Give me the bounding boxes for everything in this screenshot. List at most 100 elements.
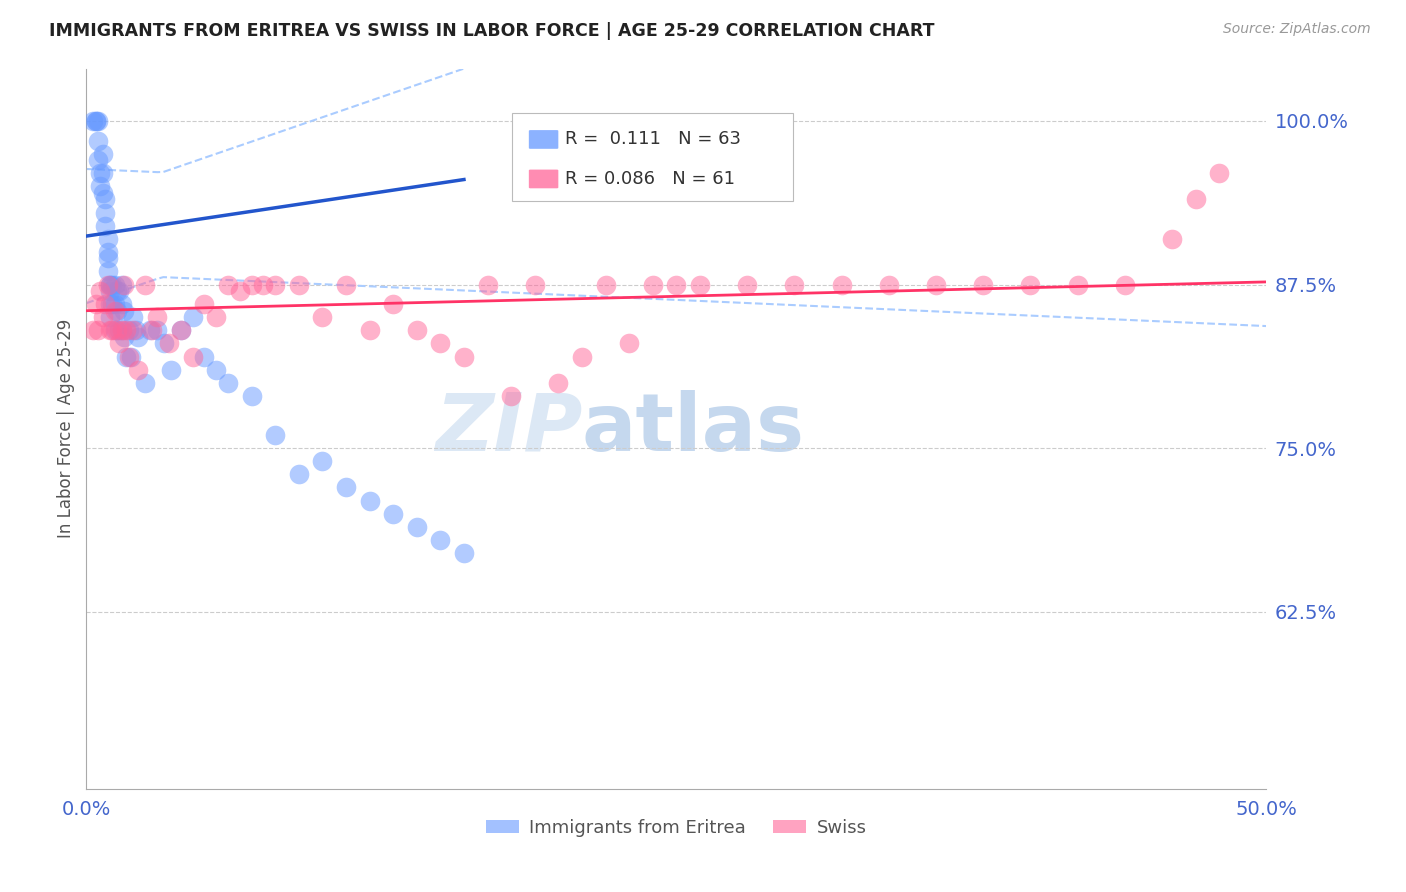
Point	[98, 284, 121, 298]
Point	[240, 389, 263, 403]
Point	[104, 277, 127, 292]
Point	[134, 277, 156, 292]
Point	[1161, 232, 1184, 246]
Point	[111, 323, 134, 337]
Point	[101, 323, 124, 337]
Point	[91, 166, 114, 180]
Point	[311, 454, 333, 468]
Point	[228, 284, 250, 298]
Y-axis label: In Labor Force | Age 25-29: In Labor Force | Age 25-29	[58, 319, 75, 538]
Point	[193, 297, 215, 311]
Point	[405, 323, 427, 337]
Point	[877, 277, 900, 292]
Point	[98, 323, 121, 337]
Point	[98, 297, 121, 311]
Point	[382, 507, 405, 521]
Point	[925, 277, 948, 292]
Point	[111, 277, 134, 292]
Point	[477, 277, 499, 292]
Point	[831, 277, 853, 292]
Point	[105, 303, 128, 318]
Point	[94, 297, 117, 311]
Point	[115, 323, 138, 337]
Point	[205, 362, 228, 376]
Text: Source: ZipAtlas.com: Source: ZipAtlas.com	[1223, 22, 1371, 37]
Point	[617, 336, 640, 351]
Point	[91, 146, 114, 161]
Point	[122, 310, 145, 325]
Point	[735, 277, 758, 292]
Point	[453, 546, 475, 560]
Point	[429, 336, 451, 351]
Point	[335, 277, 357, 292]
Point	[240, 277, 263, 292]
Point	[972, 277, 994, 292]
Point	[1019, 277, 1042, 292]
Point	[98, 277, 121, 292]
Point	[101, 297, 124, 311]
Point	[96, 232, 118, 246]
Text: R =  0.111   N = 63: R = 0.111 N = 63	[565, 130, 741, 148]
Point	[153, 336, 176, 351]
Point	[108, 336, 131, 351]
Point	[359, 323, 381, 337]
Point	[96, 252, 118, 266]
Point	[665, 277, 688, 292]
Point	[501, 389, 523, 403]
Point	[120, 350, 142, 364]
Point	[146, 310, 169, 325]
Text: ZIP: ZIP	[434, 390, 582, 467]
Point	[181, 350, 204, 364]
Point	[287, 277, 309, 292]
Point	[89, 179, 111, 194]
Point	[689, 277, 711, 292]
Point	[112, 277, 135, 292]
Point	[87, 134, 110, 148]
Point	[547, 376, 569, 390]
Point	[595, 277, 617, 292]
Point	[429, 533, 451, 547]
Point	[118, 323, 141, 337]
Point	[112, 303, 135, 318]
Text: atlas: atlas	[582, 390, 806, 467]
Point	[111, 323, 134, 337]
Point	[91, 310, 114, 325]
Point	[87, 114, 110, 128]
Point	[89, 166, 111, 180]
Point	[523, 277, 546, 292]
Point	[105, 323, 128, 337]
Point	[146, 323, 169, 337]
Point	[104, 297, 127, 311]
Point	[134, 376, 156, 390]
Point	[108, 323, 131, 337]
Point	[264, 277, 287, 292]
Text: IMMIGRANTS FROM ERITREA VS SWISS IN LABOR FORCE | AGE 25-29 CORRELATION CHART: IMMIGRANTS FROM ERITREA VS SWISS IN LABO…	[49, 22, 935, 40]
Point	[96, 264, 118, 278]
Point	[127, 362, 149, 376]
Point	[141, 323, 163, 337]
Point	[98, 310, 121, 325]
Point	[111, 297, 134, 311]
Point	[91, 186, 114, 200]
Point	[94, 193, 117, 207]
Point	[87, 323, 110, 337]
Point	[335, 480, 357, 494]
Point	[453, 350, 475, 364]
Point	[157, 336, 180, 351]
Point	[1184, 193, 1206, 207]
Point	[217, 277, 239, 292]
Point	[359, 493, 381, 508]
Point	[170, 323, 193, 337]
Point	[118, 350, 141, 364]
Point	[87, 153, 110, 168]
Point	[115, 350, 138, 364]
Point	[217, 376, 239, 390]
Point	[82, 114, 104, 128]
Point	[82, 323, 104, 337]
Point	[122, 323, 145, 337]
Point	[405, 519, 427, 533]
Point	[94, 205, 117, 219]
Legend: Immigrants from Eritrea, Swiss: Immigrants from Eritrea, Swiss	[479, 812, 875, 845]
Point	[96, 244, 118, 259]
Point	[84, 114, 107, 128]
